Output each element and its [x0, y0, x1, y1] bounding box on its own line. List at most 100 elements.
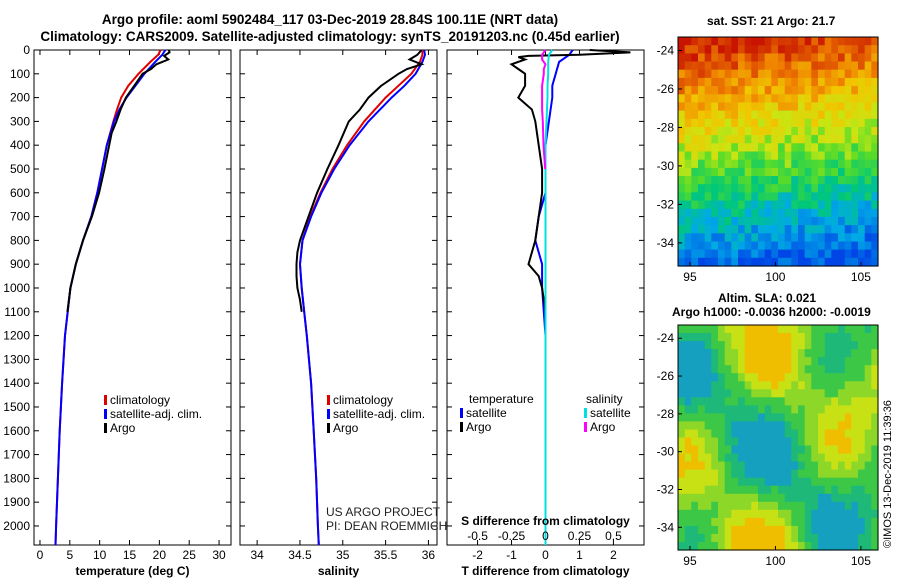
sst_map-cell — [844, 216, 852, 226]
sla_map-cell — [678, 429, 686, 439]
sst_map-cell — [858, 127, 866, 136]
sla_map-cell — [778, 525, 786, 535]
sla_map-cell — [784, 501, 792, 511]
sla_map-cell — [771, 357, 779, 366]
depth-tick-label: 900 — [10, 257, 30, 271]
sla_map-cell — [718, 389, 726, 398]
sst_map-cell — [678, 102, 686, 112]
sla_map-cell — [831, 485, 839, 495]
sla_map-cell — [704, 517, 712, 527]
sst_map-cell — [798, 192, 806, 202]
sst_map-cell — [784, 94, 792, 104]
sla_map-cell — [818, 469, 826, 479]
sst_map-ytick-label: -24 — [657, 43, 675, 57]
sla_map-cell — [851, 533, 859, 543]
sst_map-cell — [724, 200, 732, 210]
sst_map-cell — [831, 86, 839, 95]
sla_map-cell — [718, 405, 726, 414]
sst_map-cell — [844, 176, 852, 185]
sla_map-cell — [731, 381, 739, 390]
sst_map-cell — [684, 135, 692, 144]
sla_map-cell — [778, 501, 786, 511]
difference-series-temperature-argo — [509, 49, 631, 312]
sla_map-cell — [711, 389, 719, 398]
sst_map-cell — [811, 45, 819, 54]
sst_map-cell — [718, 118, 726, 128]
sst_map-cell — [871, 249, 879, 259]
sst_map-cell — [724, 127, 732, 136]
sst_map-cell — [798, 257, 806, 267]
sst_map-cell — [798, 167, 806, 177]
sla_map-cell — [758, 405, 766, 414]
sst_map-cell — [818, 61, 826, 71]
sla_map-cell — [704, 542, 712, 551]
sla_map-cell — [704, 413, 712, 422]
sla_map-cell — [698, 413, 706, 422]
sla_map-cell — [738, 542, 746, 551]
sla_map-cell — [804, 333, 812, 342]
sla_map-cell — [678, 517, 686, 527]
sla_map-cell — [831, 477, 839, 487]
sst_map-cell — [704, 102, 712, 112]
sst_map-cell — [851, 53, 859, 63]
sla_map-cell — [778, 477, 786, 487]
sla_map-cell — [718, 421, 726, 430]
sst_map-cell — [811, 176, 819, 185]
sst_map-cell — [838, 61, 846, 71]
difference-salinity-tick-label: 0.5 — [605, 529, 622, 543]
sla_map-cell — [858, 533, 866, 543]
sla_map-cell — [711, 373, 719, 382]
temperature-xtick-label: 5 — [66, 548, 73, 562]
sla_map-cell — [778, 429, 786, 439]
sst_map-cell — [831, 249, 839, 259]
sst_map-cell — [764, 200, 772, 210]
sst_map-cell — [858, 53, 866, 63]
sla_map-cell — [731, 453, 739, 463]
sla_map-cell — [744, 477, 752, 487]
sst_map-cell — [804, 61, 812, 71]
sla_map-cell — [851, 517, 859, 527]
sst_map-cell — [771, 249, 779, 259]
sst_map-cell — [818, 151, 826, 161]
sla_map-cell — [791, 373, 799, 382]
sla_map-cell — [738, 381, 746, 390]
sla_map-cell — [758, 493, 766, 503]
sla_map-cell — [718, 349, 726, 358]
salinity-legend-label: Argo — [333, 421, 359, 435]
sst_map-cell — [778, 94, 786, 104]
depth-tick-label: 300 — [10, 114, 30, 128]
sst_map-cell — [858, 159, 866, 169]
sla_map-cell — [838, 341, 846, 350]
sla_map-cell — [758, 517, 766, 527]
sla_map-cell — [851, 461, 859, 471]
difference-xtick-label: -1 — [506, 548, 517, 562]
sla_map-cell — [871, 509, 879, 519]
sla_map-cell — [698, 485, 706, 495]
sst_map-cell — [731, 167, 739, 177]
sla_map-cell — [684, 461, 692, 471]
sla_map-cell — [871, 525, 879, 535]
sla_map-cell — [871, 357, 879, 366]
sla_map-cell — [751, 461, 759, 471]
difference-legend-salinity-title: salinity — [586, 392, 623, 406]
sst_map-cell — [798, 135, 806, 144]
sst_map-cell — [871, 257, 879, 267]
sst_map-cell — [711, 184, 719, 193]
sst_map-cell — [724, 135, 732, 144]
sst_map-cell — [818, 143, 826, 153]
sla_map-cell — [824, 445, 832, 455]
sla_map-cell — [731, 373, 739, 382]
sst_map-cell — [784, 249, 792, 259]
sla_map-cell — [784, 493, 792, 503]
sst_map-cell — [738, 192, 746, 202]
sla_map-cell — [738, 397, 746, 406]
difference-xtick-label: 0 — [542, 548, 549, 562]
sst_map-cell — [751, 184, 759, 193]
sla_map-cell — [738, 421, 746, 430]
sst_map-cell — [824, 61, 832, 71]
sst_map-cell — [771, 61, 779, 71]
sla_map-cell — [771, 349, 779, 358]
sla_map-cell — [684, 357, 692, 366]
sst_map-cell — [851, 86, 859, 95]
sst_map-cell — [691, 110, 699, 120]
